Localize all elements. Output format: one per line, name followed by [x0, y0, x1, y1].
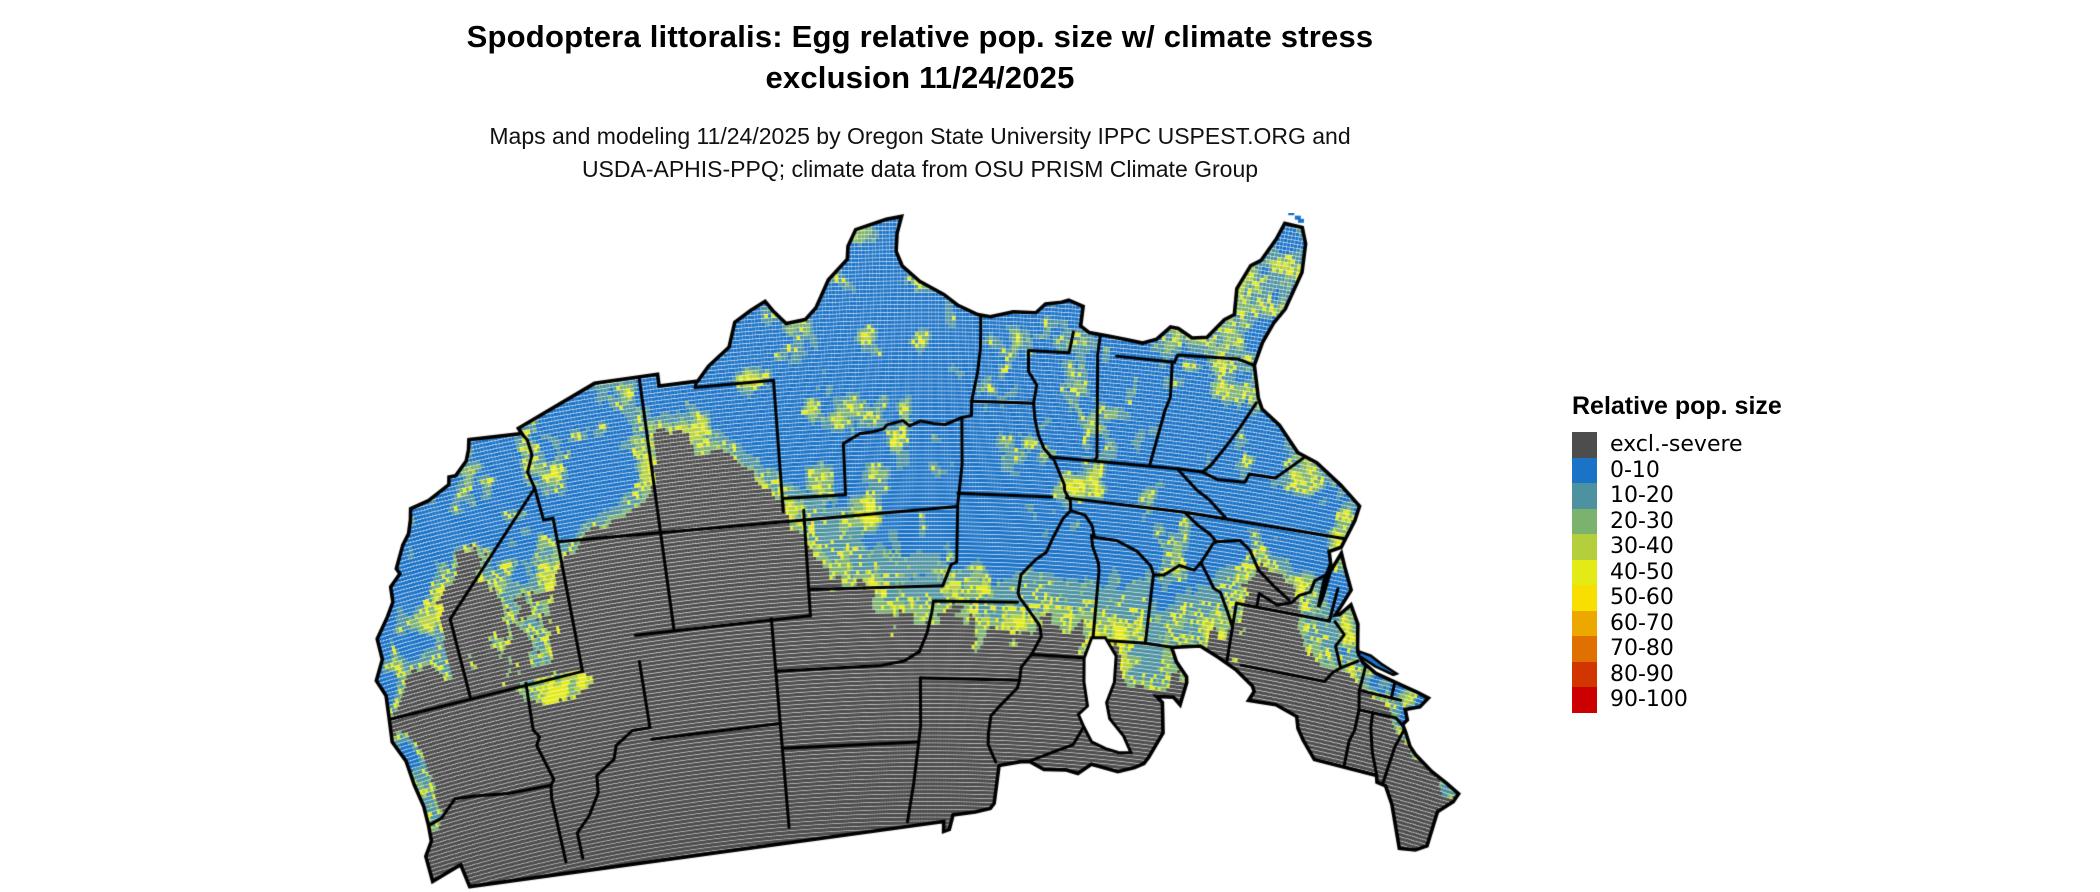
legend-swatch	[1572, 559, 1597, 585]
legend-item: 50-60	[1572, 585, 1782, 611]
legend-item-label: 60-70	[1610, 610, 1674, 636]
title-line-1: Spodoptera littoralis: Egg relative pop.…	[466, 19, 1374, 54]
title-line-2: exclusion 11/24/2025	[765, 60, 1075, 95]
legend-item-label: 80-90	[1610, 661, 1674, 687]
legend-item-label: 70-80	[1610, 636, 1674, 662]
legend-swatch	[1572, 432, 1597, 458]
legend-item-label: 30-40	[1610, 534, 1674, 560]
legend-swatch	[1572, 534, 1597, 560]
subtitle-line-2: USDA-APHIS-PPQ; climate data from OSU PR…	[581, 156, 1259, 182]
legend-swatch	[1572, 661, 1597, 687]
legend-item: 10-20	[1572, 483, 1782, 509]
legend-item-label: 0-10	[1610, 457, 1660, 483]
legend-item: 70-80	[1572, 636, 1782, 662]
legend-item: 30-40	[1572, 534, 1782, 560]
legend-title: Relative pop. size	[1572, 392, 1782, 420]
us-conus-map-canvas	[295, 213, 1540, 890]
legend-item-label: 90-100	[1610, 687, 1688, 713]
legend-item: 20-30	[1572, 508, 1782, 534]
legend-item: 80-90	[1572, 661, 1782, 687]
legend-item-label: excl.-severe	[1610, 432, 1743, 458]
legend-swatch	[1572, 483, 1597, 509]
page-title: Spodoptera littoralis: Egg relative pop.…	[320, 16, 1520, 98]
legend-item: 40-50	[1572, 559, 1782, 585]
legend-item-label: 20-30	[1610, 508, 1674, 534]
page-subtitle: Maps and modeling 11/24/2025 by Oregon S…	[320, 120, 1520, 186]
legend-item-label: 50-60	[1610, 585, 1674, 611]
legend-item: 60-70	[1572, 610, 1782, 636]
legend-swatch	[1572, 687, 1597, 713]
legend-swatch	[1572, 636, 1597, 662]
subtitle-line-1: Maps and modeling 11/24/2025 by Oregon S…	[489, 123, 1351, 149]
legend-item: 90-100	[1572, 687, 1782, 713]
legend-rows: excl.-severe 0-10 10-20 20-30 30-40 40-50 50-6…	[1572, 432, 1782, 713]
legend-swatch	[1572, 457, 1597, 483]
legend-item-label: 10-20	[1610, 483, 1674, 509]
legend-swatch	[1572, 508, 1597, 534]
legend-item-label: 40-50	[1610, 559, 1674, 585]
legend-item: excl.-severe	[1572, 432, 1782, 458]
legend-item: 0-10	[1572, 457, 1782, 483]
legend-swatch	[1572, 610, 1597, 636]
legend-swatch	[1572, 585, 1597, 611]
map-legend: Relative pop. size excl.-severe 0-10 10-20…	[1572, 392, 1782, 713]
